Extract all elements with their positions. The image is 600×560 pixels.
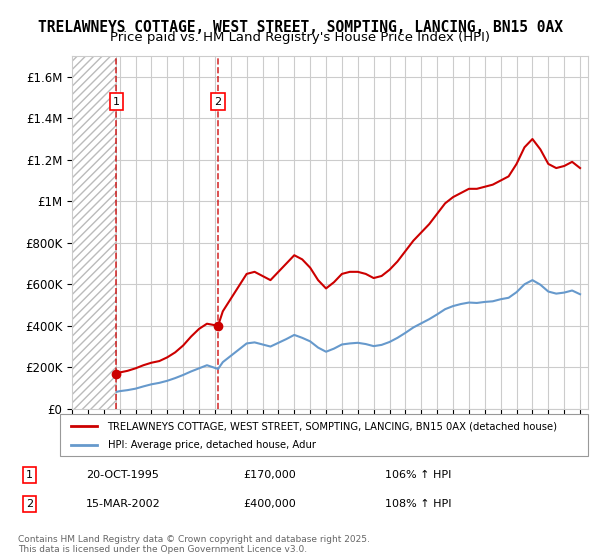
Text: 20-OCT-1995: 20-OCT-1995 <box>86 470 158 480</box>
Bar <box>72 56 116 409</box>
Text: HPI: Average price, detached house, Adur: HPI: Average price, detached house, Adur <box>107 440 316 450</box>
Text: TRELAWNEYS COTTAGE, WEST STREET, SOMPTING, LANCING, BN15 0AX: TRELAWNEYS COTTAGE, WEST STREET, SOMPTIN… <box>37 20 563 35</box>
Text: 1: 1 <box>113 97 120 106</box>
Text: Contains HM Land Registry data © Crown copyright and database right 2025.
This d: Contains HM Land Registry data © Crown c… <box>18 535 370 554</box>
Text: £170,000: £170,000 <box>244 470 296 480</box>
Text: 2: 2 <box>26 499 33 509</box>
Text: TRELAWNEYS COTTAGE, WEST STREET, SOMPTING, LANCING, BN15 0AX (detached house): TRELAWNEYS COTTAGE, WEST STREET, SOMPTIN… <box>107 421 557 431</box>
Text: Price paid vs. HM Land Registry's House Price Index (HPI): Price paid vs. HM Land Registry's House … <box>110 31 490 44</box>
Text: 15-MAR-2002: 15-MAR-2002 <box>86 499 160 509</box>
Text: £400,000: £400,000 <box>244 499 296 509</box>
FancyBboxPatch shape <box>60 414 588 456</box>
Text: 2: 2 <box>215 97 221 106</box>
Text: 1: 1 <box>26 470 33 480</box>
Text: 106% ↑ HPI: 106% ↑ HPI <box>385 470 451 480</box>
Text: 108% ↑ HPI: 108% ↑ HPI <box>385 499 451 509</box>
